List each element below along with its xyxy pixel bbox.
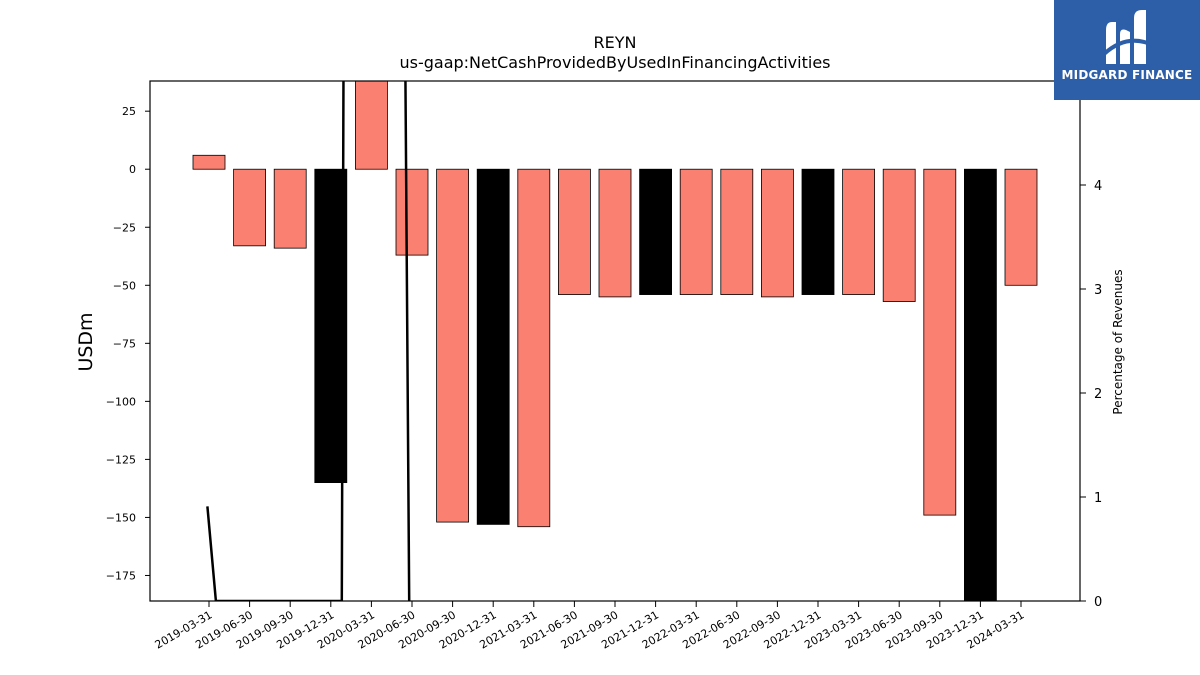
chart-title: REYN (594, 33, 637, 52)
y2-tick-label: 1 (1094, 491, 1102, 506)
bar (517, 168, 551, 528)
bar (923, 168, 957, 516)
y2-tick-label: 0 (1094, 595, 1102, 610)
y-tick-label: −75 (113, 337, 136, 350)
bar (233, 168, 267, 247)
y-tick-label: −175 (106, 569, 136, 582)
chart-subtitle: us-gaap:NetCashProvidedByUsedInFinancing… (399, 53, 830, 72)
bar (273, 168, 307, 249)
bar (598, 168, 632, 298)
y2-tick-label: 3 (1094, 283, 1102, 298)
y2-tick-label: 2 (1094, 387, 1102, 402)
y-tick-label: −100 (106, 395, 136, 408)
logo-icon (1102, 10, 1151, 64)
y-tick-label: 0 (129, 163, 136, 176)
y2-tick-label: 4 (1094, 179, 1102, 194)
bar (720, 168, 754, 295)
brand-logo: MIDGARD FINANCE (1054, 0, 1200, 100)
logo-text: MIDGARD FINANCE (1061, 68, 1193, 82)
bar (476, 168, 510, 525)
y-tick-label: −25 (113, 221, 136, 234)
bar (395, 168, 429, 256)
bar (1004, 168, 1038, 286)
plot-area (192, 81, 1038, 601)
bar (882, 168, 916, 302)
bar (842, 168, 875, 295)
y-axis-label: USDm (75, 312, 97, 371)
bar (679, 168, 713, 295)
y2-axis-label: Percentage of Revenues (1111, 269, 1125, 414)
bar (801, 168, 835, 295)
y-tick-label: −125 (106, 453, 136, 466)
bar (558, 168, 591, 295)
bar (761, 168, 794, 298)
bar (436, 168, 470, 523)
bar (354, 81, 388, 170)
y-tick-label: −150 (106, 511, 136, 524)
y-tick-label: −50 (113, 279, 136, 292)
bar (639, 168, 672, 295)
y-tick-label: 25 (122, 105, 136, 118)
bar (964, 168, 997, 601)
bar (192, 154, 226, 170)
